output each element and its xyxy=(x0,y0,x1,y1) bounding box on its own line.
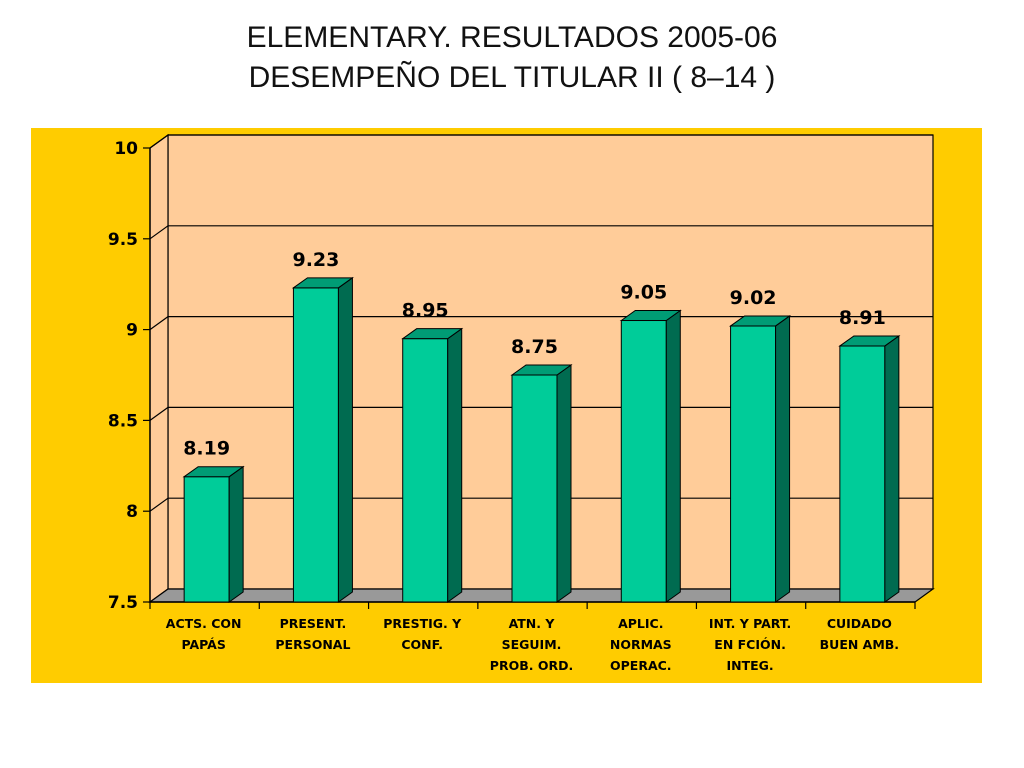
x-category-label: CUIDADO xyxy=(827,616,892,631)
chart-title-line-1: ELEMENTARY. RESULTADOS 2005-06 xyxy=(246,21,778,54)
x-category-label: PERSONAL xyxy=(275,637,350,652)
x-category-label: APLIC. xyxy=(618,616,663,631)
gridline xyxy=(149,225,933,240)
plot-side-wall xyxy=(149,133,169,604)
bar-top xyxy=(182,466,245,478)
bar-side xyxy=(884,334,900,603)
y-tick-label: 10 xyxy=(114,139,138,159)
bar-value-label: 9.02 xyxy=(730,287,777,309)
x-category-label: ACTS. CON xyxy=(166,616,242,631)
bar-side xyxy=(556,364,572,603)
x-category-label: PAPÁS xyxy=(181,637,225,652)
x-category-label: SEGUIM. xyxy=(502,637,562,652)
y-tick-label: 9 xyxy=(126,321,138,341)
bar-top xyxy=(619,310,682,322)
bar-value-label: 8.91 xyxy=(839,307,886,329)
gridline xyxy=(149,134,933,149)
x-category-label: INT. Y PART. xyxy=(709,616,791,631)
bar-front xyxy=(730,325,777,603)
x-category-label: PRESTIG. Y xyxy=(383,616,462,631)
bar-side xyxy=(665,309,681,603)
bar-value-label: 8.19 xyxy=(183,438,230,460)
bar-chart: 7.588.599.510 8.199.238.958.759.05 9.028.… xyxy=(108,133,935,673)
bar-value-label: 8.95 xyxy=(402,300,449,322)
chart-title-line-2: DESEMPEÑO DEL TITULAR II ( 8–14 ) xyxy=(248,61,776,94)
x-category-label: PRESENT. xyxy=(280,616,347,631)
x-category-label: EN FCIÓN. xyxy=(714,637,786,652)
bar xyxy=(510,364,573,603)
bar-front xyxy=(402,338,449,603)
y-tick-label: 8 xyxy=(126,502,138,522)
bar-value-label: 8.75 xyxy=(511,336,558,358)
bar-front xyxy=(839,345,886,603)
bar xyxy=(182,465,245,603)
bar-value-label: 9.23 xyxy=(292,249,339,271)
y-tick-label: 8.5 xyxy=(108,411,138,431)
bar-value-label: 9.05 xyxy=(620,282,667,304)
bars xyxy=(182,276,901,603)
bar-side xyxy=(337,276,353,603)
bar xyxy=(838,334,901,603)
bar-front xyxy=(511,374,558,603)
value-labels: 8.19 9.23 8.95 8.75 9.05 9.02 8.91 xyxy=(183,249,886,460)
bar-side xyxy=(775,314,791,603)
x-category-label: NORMAS xyxy=(610,637,672,652)
bar xyxy=(291,276,354,603)
x-category-label: CONF. xyxy=(401,637,443,652)
bar-top xyxy=(729,315,792,327)
bar-front xyxy=(183,476,230,603)
bar-top xyxy=(510,364,573,376)
bar-side xyxy=(228,465,244,603)
bar xyxy=(401,327,464,603)
bar xyxy=(619,309,682,603)
y-tick-label: 9.5 xyxy=(108,230,138,250)
x-category-label: BUEN AMB. xyxy=(820,637,899,652)
x-category-label: ATN. Y xyxy=(509,616,556,631)
bar-top xyxy=(401,328,464,340)
bar-front xyxy=(292,287,339,603)
bar xyxy=(729,314,792,603)
x-category-label: INTEG. xyxy=(726,658,773,673)
bar-top xyxy=(291,277,354,289)
bar-top xyxy=(838,335,901,347)
category-labels: ACTS. CON PAPÁS PRESENT. PERSONAL PRESTIG. Y… xyxy=(166,616,899,673)
x-category-label: PROB. ORD. xyxy=(490,658,573,673)
chart-area: 7.5 8 8.5 9 9.5 10 8.19 9.23 8.95 8.75 9.05 9.02 8.… xyxy=(31,128,982,683)
bar-side xyxy=(447,327,463,603)
x-category-label: OPERAC. xyxy=(610,658,672,673)
bar-front xyxy=(620,320,667,603)
y-tick-label: 7.5 xyxy=(108,593,138,613)
